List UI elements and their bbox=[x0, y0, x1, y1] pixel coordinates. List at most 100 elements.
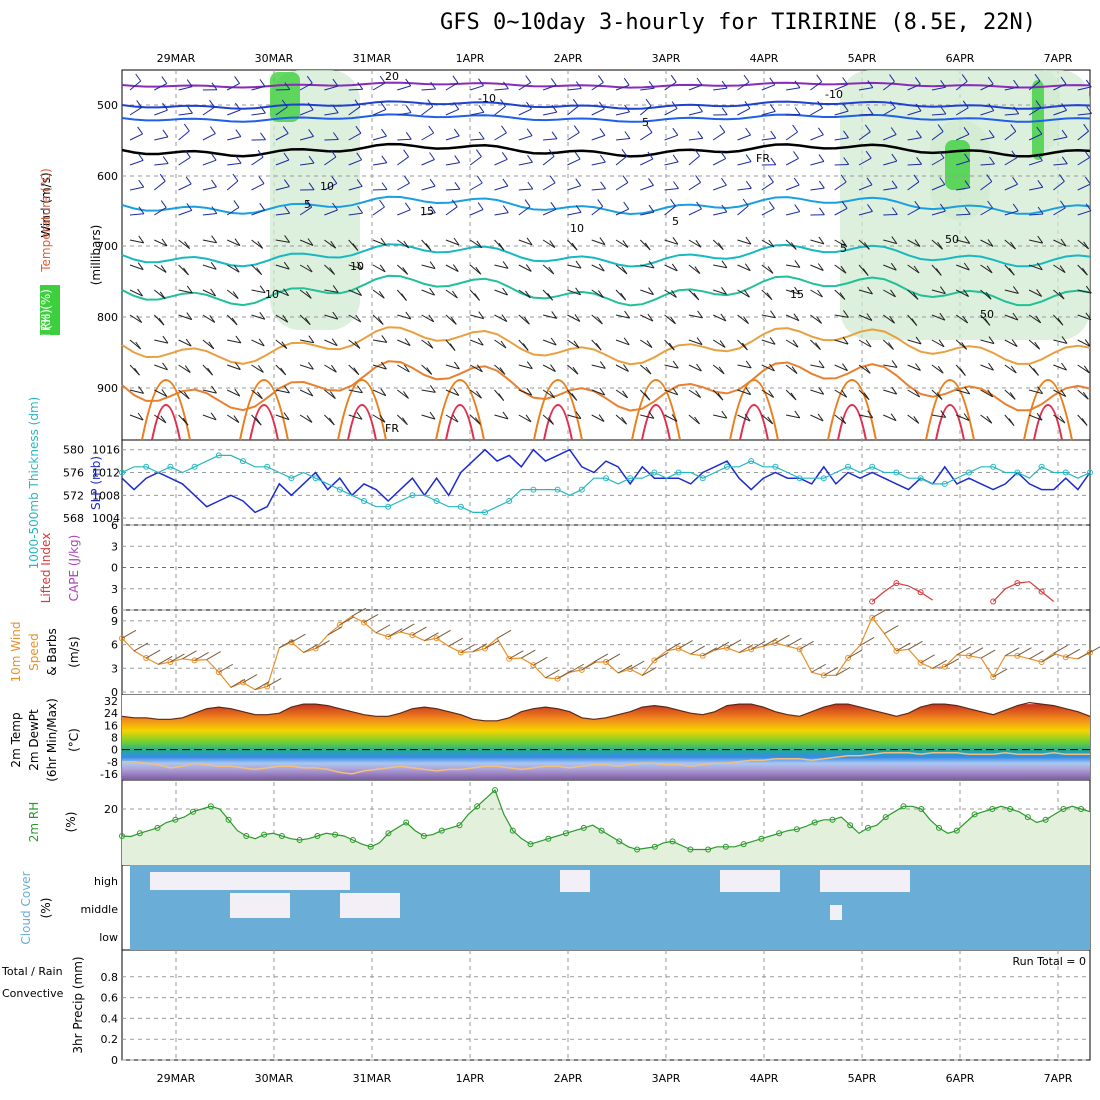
wind-barb-flag bbox=[720, 313, 727, 322]
wind-barb bbox=[980, 389, 993, 398]
wind-barb bbox=[931, 86, 946, 91]
wind-barb bbox=[639, 105, 652, 116]
wind-barb-flag bbox=[452, 414, 459, 423]
wind-barb-flag bbox=[379, 75, 386, 84]
wind-barb-flag bbox=[862, 268, 869, 276]
wind-barb-flag bbox=[768, 239, 775, 248]
wind-barb-flag bbox=[644, 242, 651, 251]
rh2m-line-marker bbox=[1007, 806, 1014, 812]
wind-barb-flag bbox=[1061, 156, 1068, 165]
top-date-label: 1APR bbox=[456, 52, 485, 65]
wind-barb bbox=[469, 182, 483, 191]
wind-barb-flag bbox=[381, 335, 388, 343]
wind-barb-flag bbox=[575, 260, 582, 269]
wind-barb bbox=[348, 339, 361, 349]
wind-barb bbox=[348, 159, 362, 166]
wind-barb-flag bbox=[186, 312, 193, 320]
wind-barb-flag bbox=[259, 202, 266, 211]
contour-label: 5 bbox=[672, 215, 679, 228]
wind-barb bbox=[688, 155, 700, 166]
wind-barb bbox=[1004, 289, 1019, 294]
wind-barb-flag bbox=[963, 127, 970, 135]
wind-barb-flag bbox=[284, 385, 290, 394]
wind-barb-flag bbox=[332, 202, 338, 211]
wind-barb-flag bbox=[235, 156, 242, 164]
wind10m-barb bbox=[484, 640, 500, 649]
wind10m-barb bbox=[702, 647, 718, 657]
wind-barb bbox=[348, 414, 363, 420]
wind-barb bbox=[591, 108, 605, 116]
wind-barb-flag bbox=[159, 173, 166, 182]
wind-barb-flag bbox=[1085, 312, 1092, 321]
top-date-label: 2APR bbox=[554, 52, 583, 65]
wind10m-barb bbox=[448, 637, 463, 647]
wind-barb-flag bbox=[596, 316, 603, 325]
wind-barb-flag bbox=[404, 175, 410, 184]
precip-tick-label: 0 bbox=[111, 1054, 118, 1067]
temperature-line bbox=[121, 701, 1091, 722]
wind10m-axis-label-4: (m/s) bbox=[67, 636, 81, 667]
wind-barb-flag bbox=[915, 363, 921, 371]
wind-barb bbox=[737, 134, 751, 141]
wind-barb-flag bbox=[915, 130, 922, 138]
wind-barb bbox=[980, 207, 993, 216]
slp-tick-label: 1016 bbox=[92, 444, 120, 457]
wind-barb bbox=[615, 208, 629, 216]
rh2m-line-marker bbox=[651, 843, 658, 850]
rh2m-line-marker bbox=[367, 843, 374, 850]
wind-barb-flag bbox=[744, 289, 750, 298]
precip-tick-label: 0.4 bbox=[101, 1012, 119, 1025]
wind-barb-flag bbox=[1033, 368, 1039, 376]
wind-barb bbox=[226, 180, 239, 191]
wind-barb bbox=[421, 314, 435, 323]
top-date-label: 30MAR bbox=[255, 52, 294, 65]
wind-barb bbox=[1004, 339, 1018, 348]
temperature-arch bbox=[631, 379, 681, 441]
wind-barb-flag bbox=[500, 99, 506, 107]
wind-barb bbox=[372, 239, 387, 246]
wind-barb bbox=[542, 239, 556, 249]
wind10m-tick-label: 9 bbox=[111, 615, 118, 628]
wind-barb bbox=[883, 134, 897, 141]
wind-barb bbox=[907, 339, 922, 345]
wind-barb-flag bbox=[403, 149, 410, 158]
cloud-axis-label: Cloud Cover bbox=[19, 871, 33, 944]
wind-barb-flag bbox=[259, 79, 266, 87]
wind-barb-flag bbox=[937, 124, 944, 132]
lifted-index-line-marker bbox=[1038, 588, 1045, 595]
wind-barb-flag bbox=[841, 389, 848, 398]
wind-barb bbox=[227, 136, 241, 141]
wind-barb bbox=[1053, 264, 1066, 274]
wind-barb-flag bbox=[1082, 391, 1089, 400]
wind10m-barb bbox=[896, 642, 911, 652]
wind-barb bbox=[372, 82, 386, 91]
wind-barb bbox=[275, 212, 290, 216]
wind-barb bbox=[1028, 239, 1043, 244]
wind-barb-flag bbox=[720, 151, 727, 159]
wind-barb-flag bbox=[355, 125, 362, 134]
wind-barb bbox=[980, 239, 994, 247]
wind-barb bbox=[154, 163, 169, 166]
wind-barb bbox=[688, 389, 701, 399]
wind-barb bbox=[421, 339, 434, 349]
wind-barb-flag bbox=[964, 386, 971, 395]
wind-barb bbox=[518, 364, 533, 370]
wind-barb-flag bbox=[891, 207, 898, 215]
wind10m-barb bbox=[206, 651, 221, 661]
wind-barb-flag bbox=[259, 285, 266, 293]
wind-barb-flag bbox=[478, 131, 485, 140]
wind-barb bbox=[494, 185, 509, 191]
lifted-tick-label: 6 bbox=[111, 604, 118, 617]
wind-barb bbox=[324, 156, 337, 166]
contour-label: 5 bbox=[840, 242, 847, 255]
wind-barb-flag bbox=[912, 292, 919, 300]
wind-barb bbox=[542, 84, 557, 91]
wind-barb-flag bbox=[477, 202, 484, 210]
thickness-line-marker bbox=[869, 463, 876, 470]
wind-barb-flag bbox=[672, 154, 679, 163]
thickness-line-marker bbox=[820, 475, 827, 482]
thickness-line-marker bbox=[554, 486, 561, 493]
thickness-line-marker bbox=[966, 469, 972, 476]
rh2m-line-marker bbox=[190, 808, 196, 815]
wind-barb-flag bbox=[1085, 285, 1092, 294]
